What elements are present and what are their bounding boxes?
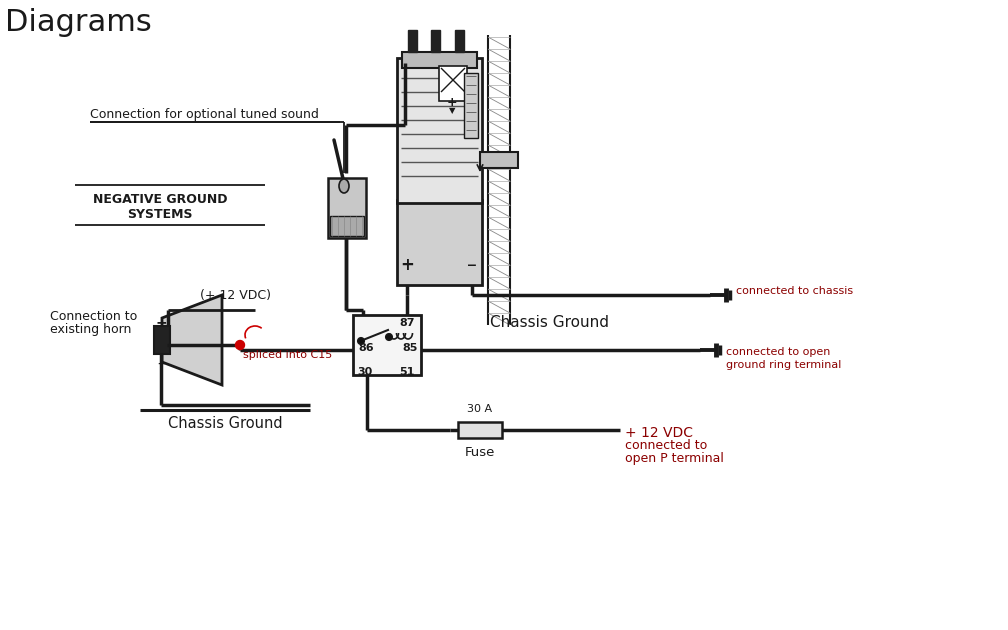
Text: (+ 12 VDC): (+ 12 VDC)	[200, 289, 271, 302]
Text: –: –	[157, 356, 165, 371]
Text: ground ring terminal: ground ring terminal	[726, 360, 842, 370]
Text: + 12 VDC: + 12 VDC	[625, 426, 694, 440]
Text: –: –	[467, 256, 477, 275]
Ellipse shape	[339, 179, 349, 193]
Bar	[328, 178, 366, 238]
Text: NEGATIVE GROUND: NEGATIVE GROUND	[93, 193, 227, 206]
Text: Diagrams: Diagrams	[5, 8, 152, 37]
Text: +: +	[155, 316, 166, 330]
Text: Connection for optional tuned sound: Connection for optional tuned sound	[90, 108, 319, 121]
Text: SYSTEMS: SYSTEMS	[127, 208, 193, 221]
Text: open P terminal: open P terminal	[625, 452, 724, 465]
Bar	[408, 30, 417, 52]
Text: ▼: ▼	[449, 106, 456, 115]
Bar	[458, 422, 502, 438]
Polygon shape	[162, 295, 222, 385]
Bar	[402, 52, 477, 68]
Text: 30 A: 30 A	[468, 404, 493, 414]
Text: +: +	[400, 256, 414, 274]
Bar	[330, 216, 364, 236]
Text: 85: 85	[402, 343, 418, 353]
Bar	[439, 66, 467, 101]
Text: spliced into C15: spliced into C15	[243, 350, 333, 360]
Bar	[464, 73, 478, 138]
Text: 87: 87	[399, 318, 414, 328]
Bar	[480, 152, 518, 168]
Bar	[353, 315, 421, 375]
Text: connected to open: connected to open	[726, 347, 831, 357]
Bar	[397, 200, 482, 285]
Bar	[431, 30, 440, 52]
Text: 30: 30	[358, 367, 373, 377]
Text: 86: 86	[358, 343, 374, 353]
Text: Connection to: Connection to	[50, 310, 137, 323]
Text: Chassis Ground: Chassis Ground	[490, 315, 609, 330]
Text: Chassis Ground: Chassis Ground	[167, 416, 282, 431]
Text: connected to: connected to	[625, 439, 708, 452]
Text: connected to chassis: connected to chassis	[736, 286, 853, 296]
Text: Fuse: Fuse	[465, 446, 495, 459]
Text: +: +	[447, 96, 458, 109]
Bar	[455, 30, 464, 52]
Bar	[397, 58, 482, 203]
Circle shape	[236, 340, 245, 350]
Text: existing horn: existing horn	[50, 323, 131, 336]
Circle shape	[385, 333, 392, 340]
Text: 51: 51	[399, 367, 414, 377]
Circle shape	[358, 338, 365, 345]
Bar	[154, 326, 170, 354]
